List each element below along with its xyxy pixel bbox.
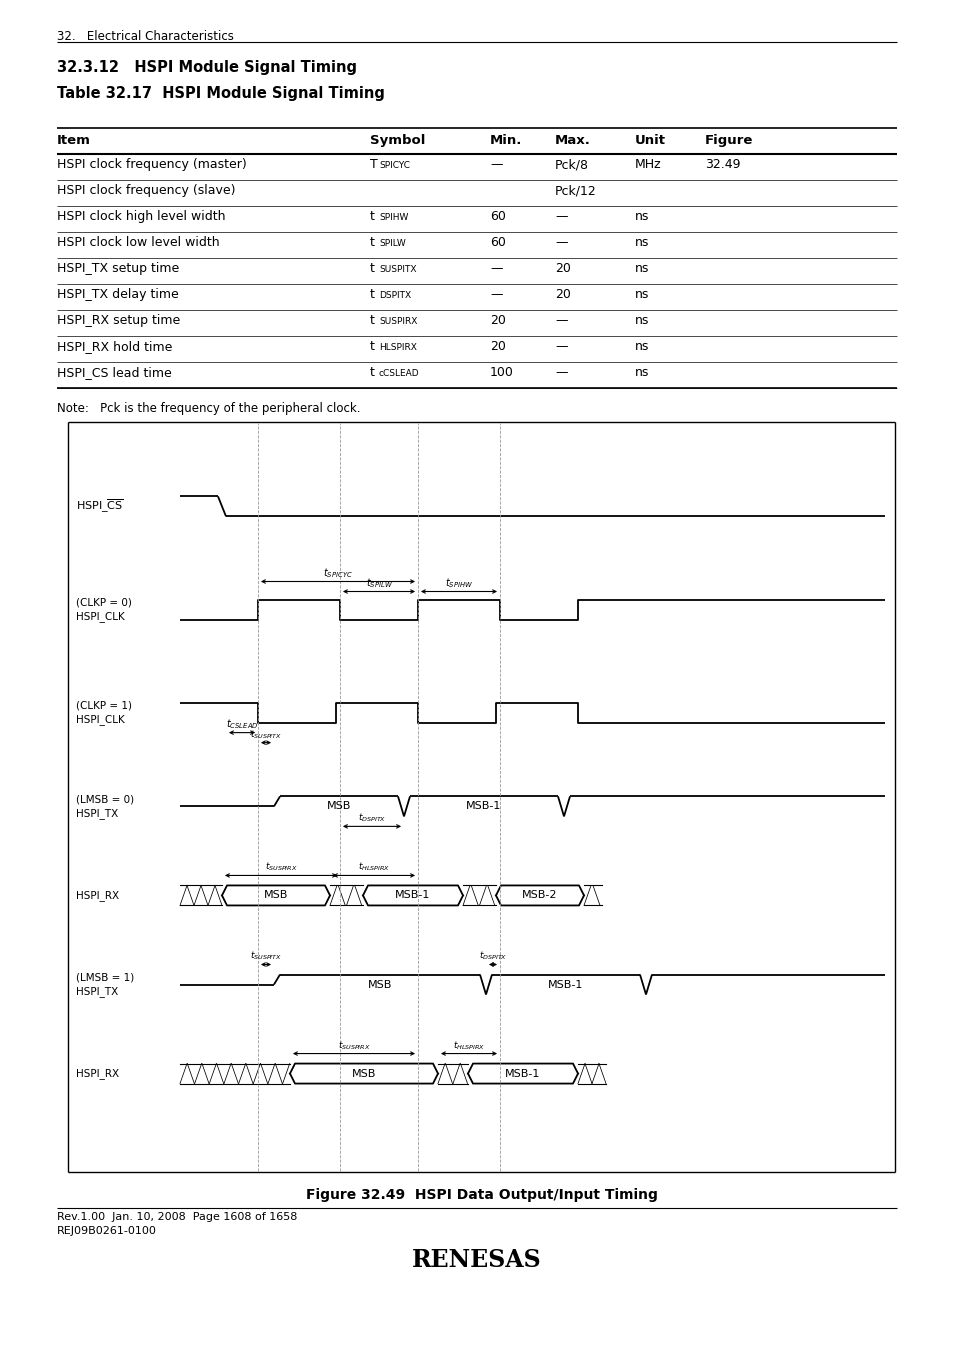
- Text: cCSLEAD: cCSLEAD: [378, 369, 419, 378]
- Text: MSB: MSB: [352, 1069, 375, 1079]
- Text: HLSPIRX: HLSPIRX: [378, 343, 416, 352]
- Text: $t_{SPIHW}$: $t_{SPIHW}$: [444, 575, 473, 590]
- Text: Rev.1.00  Jan. 10, 2008  Page 1608 of 1658: Rev.1.00 Jan. 10, 2008 Page 1608 of 1658: [57, 1212, 297, 1222]
- Text: HSPI_RX setup time: HSPI_RX setup time: [57, 315, 180, 327]
- Text: —: —: [555, 236, 567, 248]
- Text: SUSPIRX: SUSPIRX: [378, 317, 416, 325]
- Text: HSPI_RX: HSPI_RX: [76, 890, 119, 900]
- Text: T: T: [370, 158, 377, 171]
- Text: RENESAS: RENESAS: [412, 1247, 541, 1272]
- Text: MSB: MSB: [264, 891, 288, 900]
- Text: t: t: [370, 211, 375, 223]
- Text: —: —: [555, 366, 567, 379]
- Text: HSPI_TX delay time: HSPI_TX delay time: [57, 288, 178, 301]
- Text: $t_{SUSPIRX}$: $t_{SUSPIRX}$: [337, 1040, 370, 1052]
- Text: —: —: [490, 262, 502, 275]
- Text: MSB: MSB: [327, 802, 351, 811]
- Text: ns: ns: [635, 366, 649, 379]
- Text: t: t: [370, 262, 375, 275]
- Text: MSB-1: MSB-1: [395, 891, 430, 900]
- Text: 32.3.12   HSPI Module Signal Timing: 32.3.12 HSPI Module Signal Timing: [57, 59, 356, 76]
- Text: DSPITX: DSPITX: [378, 292, 411, 300]
- Text: ns: ns: [635, 315, 649, 327]
- Text: $t_{SPILW}$: $t_{SPILW}$: [365, 575, 392, 590]
- Text: 32.49: 32.49: [704, 158, 740, 171]
- Text: HSPI_$\overline{\rm CS}$: HSPI_$\overline{\rm CS}$: [76, 498, 124, 516]
- Text: HSPI_TX setup time: HSPI_TX setup time: [57, 262, 179, 275]
- Text: HSPI_RX: HSPI_RX: [76, 1068, 119, 1079]
- Text: HSPI_TX: HSPI_TX: [76, 807, 118, 819]
- Text: (LMSB = 0): (LMSB = 0): [76, 794, 134, 805]
- Text: ns: ns: [635, 236, 649, 248]
- Text: HSPI_RX hold time: HSPI_RX hold time: [57, 340, 172, 352]
- Text: —: —: [490, 288, 502, 301]
- Text: $t_{SUSPITX}$: $t_{SUSPITX}$: [250, 950, 282, 963]
- Text: 60: 60: [490, 211, 505, 223]
- Text: 20: 20: [490, 315, 505, 327]
- Text: $t_{HLSPIRX}$: $t_{HLSPIRX}$: [453, 1040, 485, 1052]
- Text: Figure 32.49  HSPI Data Output/Input Timing: Figure 32.49 HSPI Data Output/Input Timi…: [305, 1188, 657, 1202]
- Text: 20: 20: [555, 288, 570, 301]
- Text: SPICYC: SPICYC: [378, 161, 410, 170]
- Text: —: —: [490, 158, 502, 171]
- Text: t: t: [370, 315, 375, 327]
- Text: Figure: Figure: [704, 134, 753, 147]
- Text: t: t: [370, 288, 375, 301]
- Text: $t_{HLSPIRX}$: $t_{HLSPIRX}$: [357, 861, 390, 873]
- Text: SPILW: SPILW: [378, 239, 405, 248]
- Text: (CLKP = 0): (CLKP = 0): [76, 598, 132, 608]
- Text: ns: ns: [635, 211, 649, 223]
- Text: $t_{SUSPIRX}$: $t_{SUSPIRX}$: [264, 861, 297, 873]
- Text: $t_{SUSPITX}$: $t_{SUSPITX}$: [250, 728, 282, 741]
- Text: 20: 20: [555, 262, 570, 275]
- Text: Symbol: Symbol: [370, 134, 425, 147]
- Text: MSB-1: MSB-1: [548, 980, 583, 990]
- Text: MSB-2: MSB-2: [521, 891, 558, 900]
- Text: t: t: [370, 340, 375, 352]
- Text: MSB-1: MSB-1: [505, 1069, 540, 1079]
- Text: SPIHW: SPIHW: [378, 213, 408, 221]
- Text: Item: Item: [57, 134, 91, 147]
- Text: HSPI_TX: HSPI_TX: [76, 986, 118, 996]
- Text: HSPI_CLK: HSPI_CLK: [76, 612, 125, 622]
- Text: HSPI_CLK: HSPI_CLK: [76, 714, 125, 725]
- Text: Pck/8: Pck/8: [555, 158, 588, 171]
- Text: Max.: Max.: [555, 134, 590, 147]
- Text: Table 32.17  HSPI Module Signal Timing: Table 32.17 HSPI Module Signal Timing: [57, 86, 384, 101]
- Text: HSPI clock frequency (master): HSPI clock frequency (master): [57, 158, 247, 171]
- Text: ns: ns: [635, 262, 649, 275]
- Text: HSPI clock low level width: HSPI clock low level width: [57, 236, 219, 248]
- Text: HSPI clock frequency (slave): HSPI clock frequency (slave): [57, 184, 235, 197]
- Text: Pck/12: Pck/12: [555, 184, 597, 197]
- Text: SUSPITX: SUSPITX: [378, 265, 416, 274]
- Text: HSPI_CS lead time: HSPI_CS lead time: [57, 366, 172, 379]
- Text: ns: ns: [635, 288, 649, 301]
- Text: 32.   Electrical Characteristics: 32. Electrical Characteristics: [57, 30, 233, 43]
- Text: HSPI clock high level width: HSPI clock high level width: [57, 211, 225, 223]
- Text: (LMSB = 1): (LMSB = 1): [76, 972, 134, 983]
- Text: MSB: MSB: [368, 980, 392, 990]
- Text: —: —: [555, 340, 567, 352]
- Text: ns: ns: [635, 340, 649, 352]
- Text: Unit: Unit: [635, 134, 665, 147]
- Text: t: t: [370, 236, 375, 248]
- Text: Min.: Min.: [490, 134, 522, 147]
- Text: $t_{DSPITX}$: $t_{DSPITX}$: [357, 811, 386, 825]
- Text: REJ09B0261-0100: REJ09B0261-0100: [57, 1226, 156, 1237]
- Text: MSB-1: MSB-1: [466, 802, 501, 811]
- Text: Note:   Pck is the frequency of the peripheral clock.: Note: Pck is the frequency of the periph…: [57, 402, 360, 414]
- Text: —: —: [555, 315, 567, 327]
- Text: —: —: [555, 211, 567, 223]
- Text: 20: 20: [490, 340, 505, 352]
- Text: $t_{CSLEAD}$: $t_{CSLEAD}$: [226, 717, 258, 730]
- Text: $t_{DSPITX}$: $t_{DSPITX}$: [478, 950, 507, 963]
- Text: MHz: MHz: [635, 158, 661, 171]
- Text: t: t: [370, 366, 375, 379]
- Text: $t_{SPICYC}$: $t_{SPICYC}$: [323, 566, 353, 579]
- Text: 60: 60: [490, 236, 505, 248]
- Text: 100: 100: [490, 366, 514, 379]
- Text: (CLKP = 1): (CLKP = 1): [76, 701, 132, 710]
